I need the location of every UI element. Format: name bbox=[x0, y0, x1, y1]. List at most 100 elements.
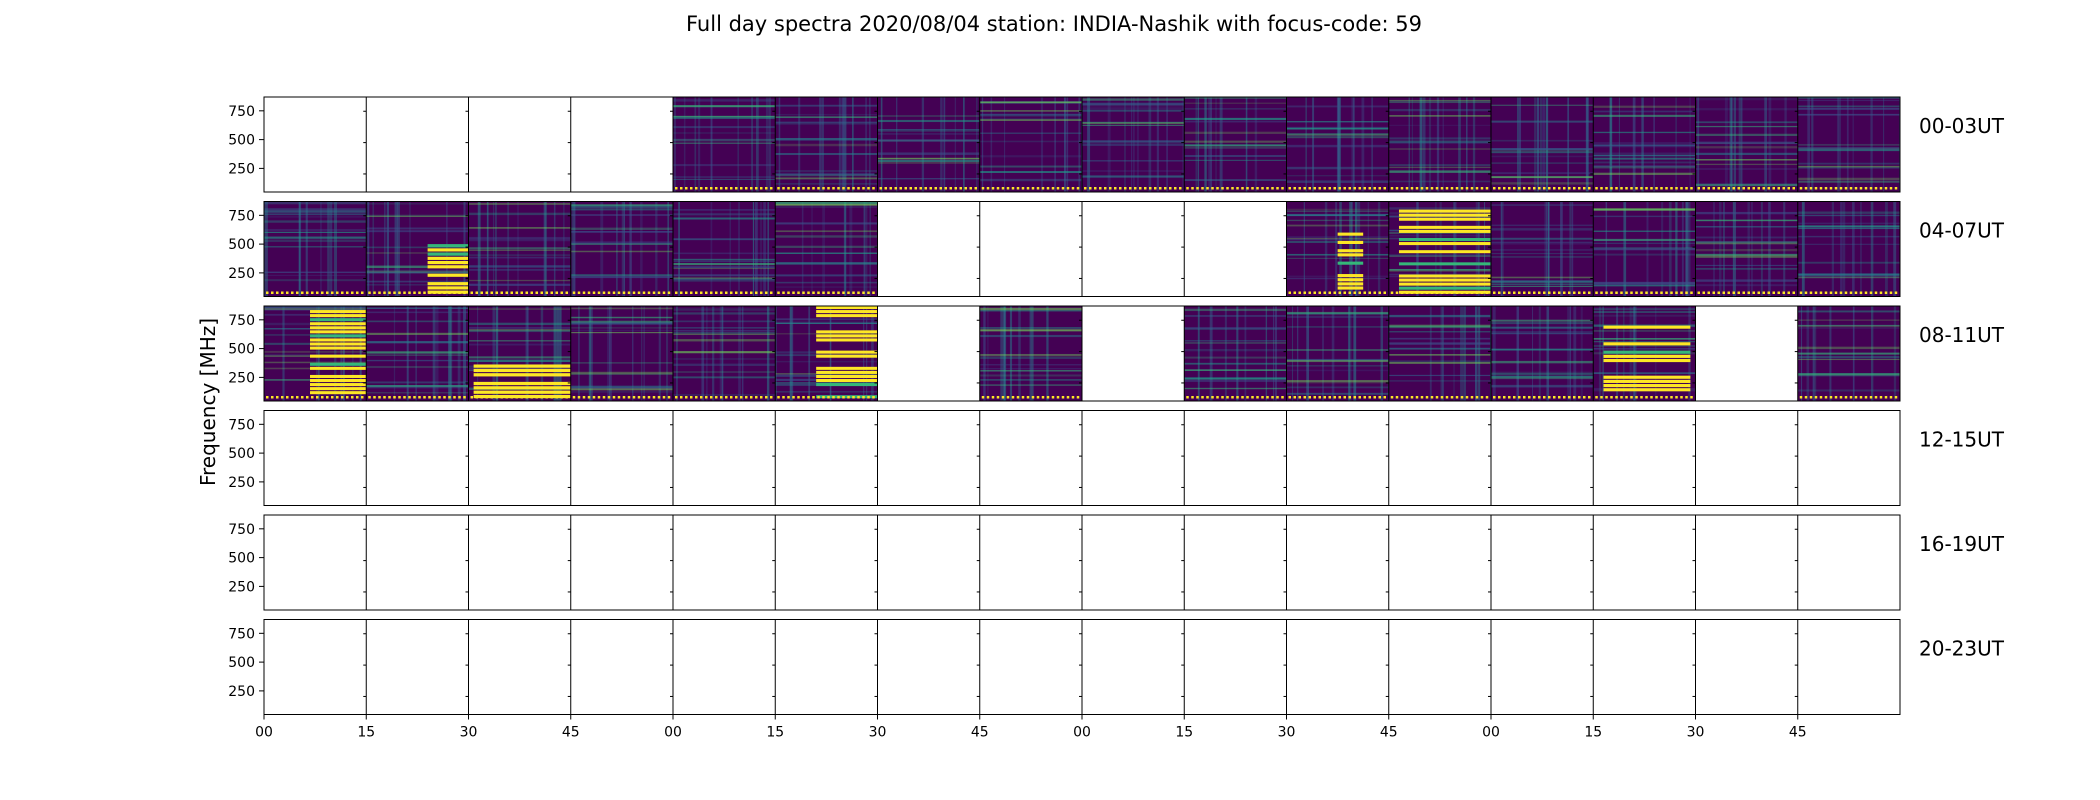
spectrum-band bbox=[1695, 133, 1798, 136]
spectrum-streak bbox=[1842, 201, 1846, 297]
baseline-dot bbox=[1089, 187, 1092, 190]
spectrum-band bbox=[1695, 159, 1798, 161]
baseline-dot bbox=[715, 291, 718, 294]
baseline-dot bbox=[1578, 187, 1581, 190]
baseline-dot bbox=[1139, 187, 1142, 190]
baseline-dot bbox=[1323, 291, 1326, 294]
baseline-dot bbox=[1455, 291, 1459, 294]
spectrum-streak bbox=[316, 306, 318, 401]
baseline-dot bbox=[1480, 187, 1484, 190]
spectrum-band bbox=[1286, 369, 1389, 372]
spectrum-streak bbox=[822, 201, 826, 297]
spectrum-streak bbox=[643, 306, 645, 401]
baseline-dot bbox=[1271, 187, 1274, 190]
spectrum-band bbox=[1695, 236, 1798, 239]
baseline-dot bbox=[1323, 396, 1326, 399]
spectrum-streak bbox=[765, 97, 769, 192]
spectrum-band bbox=[1082, 107, 1185, 109]
burst-segment bbox=[310, 322, 367, 326]
baseline-dot bbox=[1076, 396, 1080, 399]
baseline-dot bbox=[1186, 396, 1189, 399]
spectrum-streak bbox=[1898, 97, 1900, 192]
baseline-dot bbox=[1819, 187, 1823, 190]
spectrum-streak bbox=[1569, 201, 1572, 297]
baseline-dot bbox=[924, 187, 927, 190]
baseline-dot bbox=[725, 396, 728, 399]
baseline-dot bbox=[986, 396, 990, 399]
baseline-dot bbox=[1071, 396, 1075, 399]
baseline-dot bbox=[1834, 187, 1838, 190]
spectrum-band bbox=[979, 368, 1082, 370]
baseline-dot bbox=[1655, 291, 1658, 294]
spectrum-band bbox=[877, 157, 980, 160]
spectrum-streak bbox=[1182, 97, 1185, 192]
spectrum-streak bbox=[729, 201, 731, 297]
baseline-dot bbox=[1538, 396, 1541, 399]
spectrum-streak bbox=[963, 97, 965, 192]
baseline-dot bbox=[326, 291, 329, 294]
baseline-dot bbox=[770, 396, 773, 399]
burst-segment bbox=[1337, 240, 1364, 244]
baseline-dot bbox=[755, 396, 758, 399]
spectrum-band bbox=[366, 365, 469, 369]
spectrum-band bbox=[1695, 211, 1798, 215]
spectrum-streak bbox=[386, 201, 389, 297]
baseline-dot bbox=[577, 291, 581, 294]
baseline-dot bbox=[1824, 396, 1828, 399]
spectrum-streak bbox=[1768, 201, 1771, 297]
empty-panel bbox=[1385, 410, 1390, 506]
baseline-dot bbox=[1410, 396, 1414, 399]
spectrum-band bbox=[468, 202, 571, 205]
spectrum-band bbox=[673, 330, 776, 332]
empty-panel bbox=[670, 619, 674, 715]
spectrum-band bbox=[264, 220, 367, 223]
baseline-dot bbox=[1620, 187, 1623, 190]
spectrum-band bbox=[1797, 147, 1900, 150]
baseline-dot bbox=[1645, 396, 1648, 399]
spectrum-band bbox=[468, 249, 571, 251]
spectrum-band bbox=[570, 205, 673, 208]
baseline-dot bbox=[695, 396, 698, 399]
baseline-dot bbox=[1717, 187, 1720, 190]
x-tick-label: 15 bbox=[766, 725, 784, 741]
baseline-dot bbox=[1445, 187, 1449, 190]
baseline-dot bbox=[448, 291, 451, 294]
spectrum-band bbox=[1797, 276, 1900, 278]
spectrum-streak bbox=[719, 306, 721, 401]
burst-segment bbox=[473, 381, 571, 386]
y-tick-label: 500 bbox=[228, 342, 255, 358]
spectrum-streak bbox=[1852, 201, 1854, 297]
baseline-dot bbox=[1829, 291, 1833, 294]
baseline-dot bbox=[1196, 396, 1199, 399]
baseline-dot bbox=[740, 396, 743, 399]
spectrum-streak bbox=[600, 201, 604, 297]
burst-segment bbox=[310, 366, 367, 370]
baseline-dot bbox=[1844, 291, 1848, 294]
spectrum-band bbox=[877, 159, 980, 162]
spectrum-texture bbox=[673, 306, 776, 401]
spectrum-streak bbox=[940, 97, 943, 192]
baseline-dot bbox=[847, 396, 850, 399]
spectrum-band bbox=[1797, 359, 1900, 361]
baseline-dot bbox=[1737, 187, 1740, 190]
spectrum-band bbox=[775, 391, 878, 393]
spectrum-streak bbox=[543, 201, 547, 297]
spectrum-streak bbox=[394, 201, 398, 297]
baseline-dot bbox=[1373, 396, 1376, 399]
spectrum-streak bbox=[366, 201, 370, 297]
spectrum-band bbox=[1286, 349, 1389, 351]
baseline-dot bbox=[1061, 396, 1065, 399]
spectrum-streak bbox=[737, 97, 739, 192]
spectrum-streak bbox=[553, 201, 556, 297]
baseline-dot bbox=[597, 291, 601, 294]
spectrum-band bbox=[264, 274, 367, 276]
baseline-dot bbox=[1697, 187, 1700, 190]
baseline-dot bbox=[351, 291, 354, 294]
spectrum-band bbox=[775, 174, 878, 177]
baseline-dot bbox=[1727, 187, 1730, 190]
baseline-dot bbox=[587, 291, 591, 294]
baseline-dot bbox=[1430, 291, 1434, 294]
baseline-dot bbox=[1164, 187, 1167, 190]
spectrum-band bbox=[1593, 131, 1696, 134]
spectrum-band bbox=[468, 265, 571, 268]
